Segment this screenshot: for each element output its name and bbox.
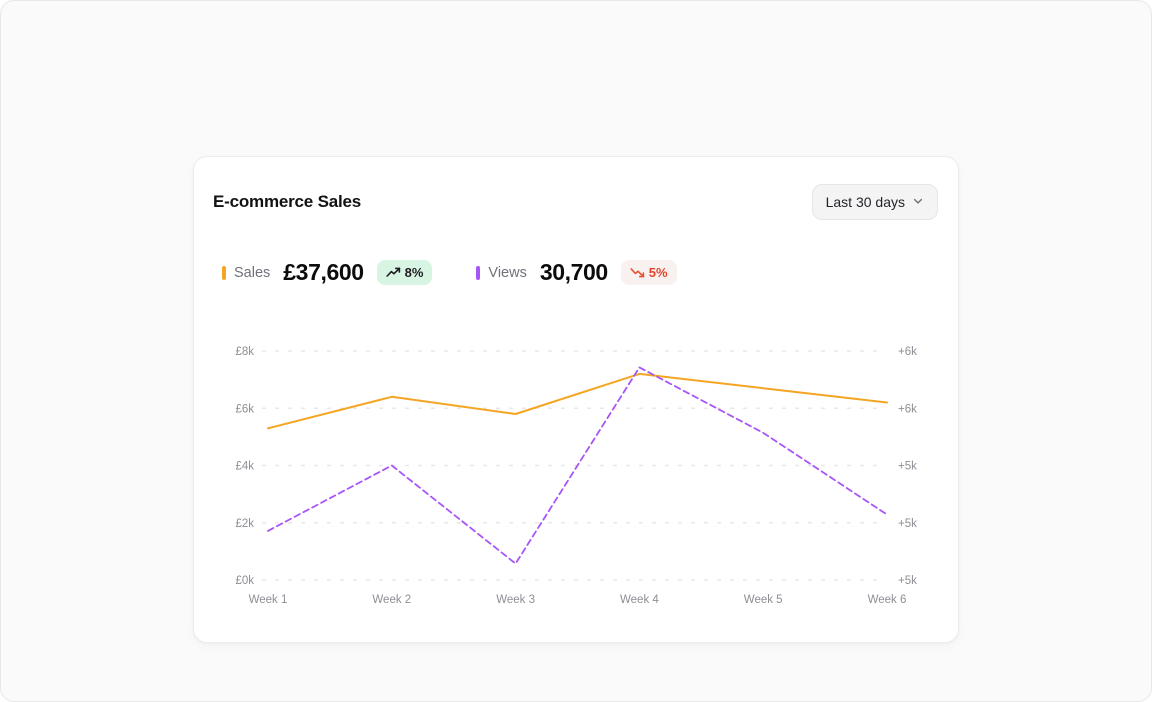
series-views-line	[267, 366, 888, 565]
chart-area: £8k £6k £4k £2k £0k +6k +6k +5k +5k +5k Week 1 Week…	[226, 340, 958, 617]
date-range-selector[interactable]: Last 30 days	[811, 184, 938, 220]
left-axis-label: £4k	[235, 461, 254, 473]
date-range-label: Last 30 days	[825, 194, 905, 210]
right-axis-label: +6k	[898, 403, 917, 415]
trending-up-icon	[386, 267, 401, 278]
right-axis-label: +5k	[898, 518, 917, 530]
right-axis-label: +5k	[898, 461, 917, 473]
x-axis-label: Week 4	[620, 594, 659, 606]
metrics-row: Sales £37,600 8% Views 30,700	[222, 259, 958, 286]
left-axis-label: £8k	[235, 346, 254, 358]
views-delta-badge: 5%	[620, 260, 677, 285]
right-axis-label: +5k	[898, 575, 917, 587]
left-axis-label: £0k	[235, 575, 254, 587]
views-delta-text: 5%	[648, 265, 668, 280]
views-legend-mark	[476, 265, 481, 280]
ecommerce-sales-card: E-commerce Sales Last 30 days Sales £37,…	[193, 156, 959, 643]
sales-legend-mark	[222, 265, 226, 280]
chevron-down-icon	[912, 194, 924, 210]
sales-metric-value: £37,600	[283, 259, 364, 285]
card-header: E-commerce Sales Last 30 days	[194, 157, 958, 220]
views-metric-value: 30,700	[539, 259, 608, 285]
sales-metric-label: Sales	[234, 264, 271, 281]
sales-views-chart: £8k £6k £4k £2k £0k +6k +6k +5k +5k +5k Week 1 Week…	[235, 346, 917, 606]
x-axis-label: Week 1	[249, 594, 288, 606]
sales-delta-text: 8%	[404, 265, 424, 280]
series-sales-line	[267, 372, 888, 430]
x-axis-label: Week 3	[496, 594, 535, 606]
x-axis-label: Week 2	[372, 594, 411, 606]
page-title: E-commerce Sales	[213, 192, 361, 211]
x-axis-label: Week 5	[744, 594, 783, 606]
left-axis-label: £6k	[235, 403, 254, 415]
left-axis-label: £2k	[235, 518, 254, 530]
x-axis-label: Week 6	[868, 594, 907, 606]
metric-views: Views 30,700 5%	[476, 259, 677, 286]
metric-sales: Sales £37,600 8%	[222, 259, 433, 286]
trending-down-icon	[630, 267, 645, 278]
right-axis-label: +6k	[898, 346, 917, 358]
sales-delta-badge: 8%	[376, 260, 433, 285]
views-metric-label: Views	[488, 264, 527, 281]
